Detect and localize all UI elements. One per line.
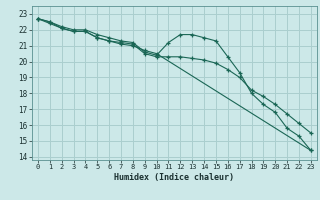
X-axis label: Humidex (Indice chaleur): Humidex (Indice chaleur) bbox=[115, 173, 234, 182]
